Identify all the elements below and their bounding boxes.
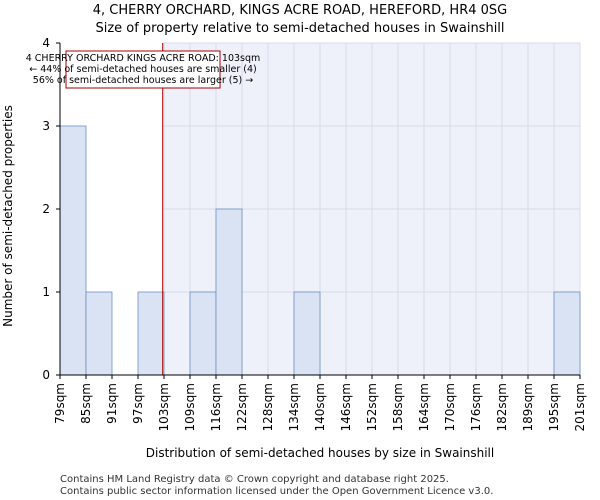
x-tick-label: 122sqm <box>235 383 249 431</box>
x-tick-label: 97sqm <box>131 383 145 424</box>
x-tick-label: 109sqm <box>183 383 197 431</box>
x-tick-label: 152sqm <box>365 383 379 431</box>
y-tick-label: 2 <box>42 202 50 216</box>
x-tick-label: 146sqm <box>339 383 353 431</box>
bar <box>189 291 217 376</box>
y-tick-labels: 0 1 2 3 4 <box>42 36 60 382</box>
annotation-line-3: 56% of semi-detached houses are larger (… <box>33 75 253 86</box>
annotation-frame <box>65 50 221 89</box>
x-tick-label: 85sqm <box>79 383 93 424</box>
bars <box>59 125 581 376</box>
x-tick-label: 201sqm <box>573 383 587 431</box>
x-tick-label: 189sqm <box>521 383 535 431</box>
footer-line-2: Contains public sector information licen… <box>60 486 493 497</box>
bar <box>215 208 243 376</box>
bar <box>553 291 581 376</box>
annotation-line-1: 4 CHERRY ORCHARD KINGS ACRE ROAD: 103sqm <box>26 53 261 64</box>
x-tick-label: 79sqm <box>53 383 67 424</box>
x-tick-label: 182sqm <box>495 383 509 431</box>
x-tick-label: 164sqm <box>417 383 431 431</box>
x-axis-label: Distribution of semi-detached houses by … <box>146 446 494 460</box>
x-tick-label: 176sqm <box>469 383 483 431</box>
x-tick-label: 140sqm <box>313 383 327 431</box>
x-tick-label: 116sqm <box>209 383 223 431</box>
footer-line-1: Contains HM Land Registry data © Crown c… <box>60 474 449 485</box>
x-tick-label: 158sqm <box>391 383 405 431</box>
bar <box>137 291 165 376</box>
bar <box>85 291 113 376</box>
bar <box>59 125 87 376</box>
x-tick-labels: 79sqm 85sqm 91sqm 97sqm 103sqm 109sqm 116sqm 12… <box>53 375 587 431</box>
x-tick-label: 170sqm <box>443 383 457 431</box>
y-tick-label: 1 <box>42 285 50 299</box>
y-tick-label: 3 <box>42 119 50 133</box>
x-tick-label: 195sqm <box>547 383 561 431</box>
x-tick-label: 91sqm <box>105 383 119 424</box>
x-tick-label: 134sqm <box>287 383 301 431</box>
annotation-line-2: ← 44% of semi-detached houses are smalle… <box>29 64 257 75</box>
chart-subtitle: Size of property relative to semi-detach… <box>95 21 504 36</box>
y-axis-label: Number of semi-detached properties <box>1 105 15 327</box>
y-tick-label: 0 <box>42 368 50 382</box>
chart-title: 4, CHERRY ORCHARD, KINGS ACRE ROAD, HERE… <box>93 3 508 18</box>
y-tick-label: 4 <box>42 36 50 50</box>
x-tick-label: 103sqm <box>157 383 171 431</box>
x-tick-label: 128sqm <box>261 383 275 431</box>
gridlines <box>162 42 581 375</box>
annotation-box: 4 CHERRY ORCHARD KINGS ACRE ROAD: 103sqm… <box>26 50 261 89</box>
bar <box>293 291 321 376</box>
